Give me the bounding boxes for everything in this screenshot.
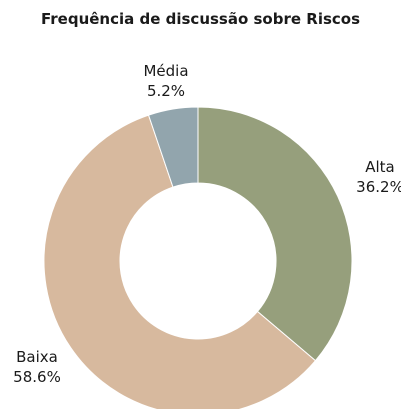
slice-label-category: Alta: [365, 158, 395, 176]
slice-label-category: Baixa: [16, 348, 58, 366]
donut-slice-media: [147, 106, 199, 188]
donut-slice-baixa: [43, 114, 317, 409]
slice-label-value: 36.2%: [356, 178, 401, 196]
chart-title: Frequência de discussão sobre Riscos: [40, 10, 361, 28]
slice-label-category: Média: [143, 62, 188, 80]
slice-label-value: 58.6%: [13, 368, 61, 386]
donut-slice-alta: [197, 106, 353, 362]
donut-slices: [43, 106, 353, 409]
slice-label-value: 5.2%: [147, 82, 185, 100]
donut-labels: Alta 36.2% Baixa 58.6% Média 5.2%: [13, 62, 401, 386]
